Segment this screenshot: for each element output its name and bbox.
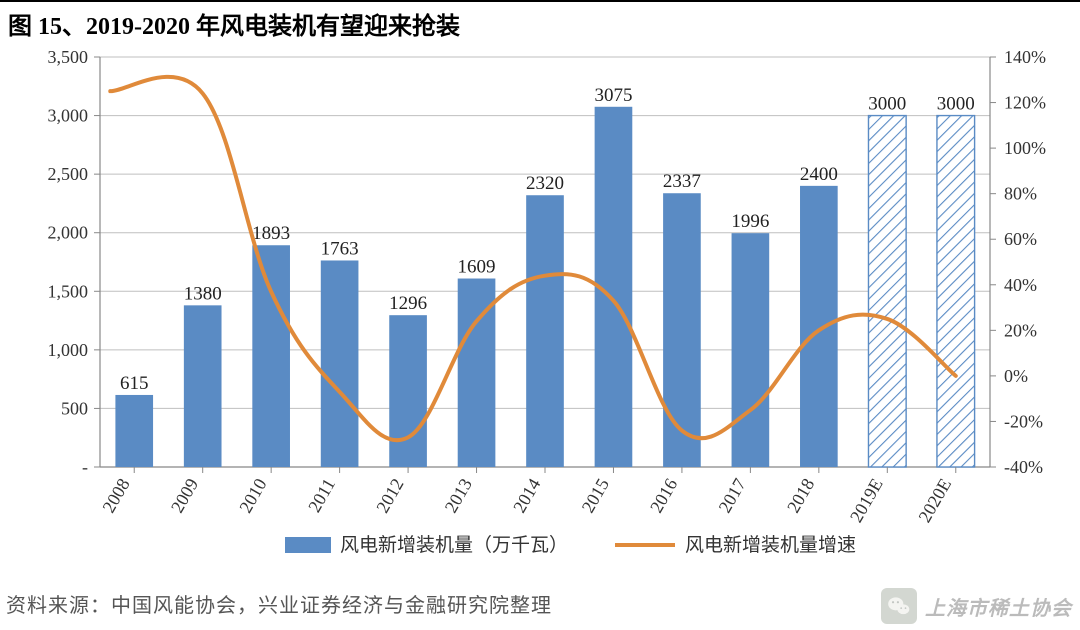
svg-text:1609: 1609 — [458, 257, 496, 278]
svg-text:100%: 100% — [1004, 138, 1046, 158]
svg-text:1893: 1893 — [252, 223, 290, 244]
svg-text:40%: 40% — [1004, 275, 1037, 295]
svg-text:2010: 2010 — [235, 475, 270, 516]
svg-text:2012: 2012 — [372, 475, 407, 516]
watermark: 上海市稀土协会 — [881, 588, 1072, 624]
svg-text:风电新增装机量增速: 风电新增装机量增速 — [685, 534, 856, 556]
svg-text:2320: 2320 — [526, 173, 564, 194]
svg-text:3000: 3000 — [937, 94, 975, 115]
svg-text:-: - — [82, 457, 88, 477]
svg-text:20%: 20% — [1004, 320, 1037, 340]
svg-text:3,500: 3,500 — [48, 47, 89, 67]
svg-text:3000: 3000 — [868, 94, 906, 115]
svg-text:2,000: 2,000 — [48, 223, 89, 243]
svg-text:2016: 2016 — [646, 475, 681, 516]
svg-text:615: 615 — [120, 373, 149, 394]
svg-text:2400: 2400 — [800, 164, 838, 185]
svg-text:2011: 2011 — [304, 475, 339, 516]
combo-chart: - 500 1,000 1,500 2,000 2,500 3,000 3,500 -40% -2… — [0, 47, 1080, 587]
svg-text:风电新增装机量（万千瓦）: 风电新增装机量（万千瓦） — [340, 534, 568, 556]
svg-text:2019E: 2019E — [846, 475, 887, 526]
svg-text:-20%: -20% — [1004, 411, 1043, 431]
svg-text:80%: 80% — [1004, 184, 1037, 204]
wechat-icon — [881, 588, 917, 624]
svg-text:2013: 2013 — [441, 475, 476, 516]
svg-text:2015: 2015 — [578, 475, 613, 516]
watermark-text: 上海市稀土协会 — [925, 592, 1072, 621]
svg-text:1996: 1996 — [731, 211, 769, 232]
svg-text:2020E: 2020E — [914, 475, 955, 526]
svg-text:120%: 120% — [1004, 93, 1046, 113]
svg-text:1380: 1380 — [184, 283, 222, 304]
chart-area: - 500 1,000 1,500 2,000 2,500 3,000 3,500 -40% -2… — [0, 47, 1080, 587]
svg-text:500: 500 — [61, 398, 88, 418]
svg-text:2008: 2008 — [98, 475, 133, 516]
svg-text:1,500: 1,500 — [48, 281, 89, 301]
svg-text:2337: 2337 — [663, 171, 701, 192]
figure-title: 图 15、2019-2020 年风电装机有望迎来抢装 — [8, 14, 460, 40]
svg-text:2009: 2009 — [167, 475, 202, 516]
svg-text:2014: 2014 — [509, 475, 544, 516]
title-bar: 图 15、2019-2020 年风电装机有望迎来抢装 — [0, 0, 1080, 47]
svg-text:1,000: 1,000 — [48, 340, 89, 360]
svg-text:2018: 2018 — [783, 475, 818, 516]
svg-text:1763: 1763 — [321, 238, 359, 259]
svg-text:2017: 2017 — [715, 475, 750, 516]
svg-text:1296: 1296 — [389, 293, 427, 314]
svg-text:3,000: 3,000 — [48, 106, 89, 126]
svg-text:140%: 140% — [1004, 47, 1046, 67]
svg-text:-40%: -40% — [1004, 457, 1043, 477]
svg-text:2,500: 2,500 — [48, 164, 89, 184]
svg-text:3075: 3075 — [594, 85, 632, 106]
svg-text:60%: 60% — [1004, 229, 1037, 249]
svg-text:0%: 0% — [1004, 366, 1028, 386]
